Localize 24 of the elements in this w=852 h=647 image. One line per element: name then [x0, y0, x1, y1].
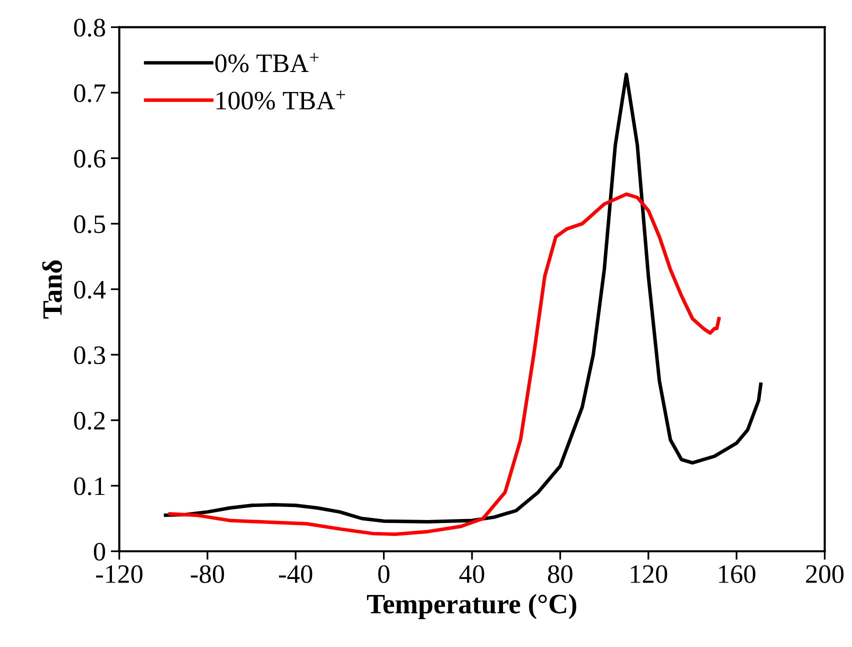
y-tick-label: 0.7 [74, 84, 106, 102]
line-series [168, 192, 721, 536]
legend-label: 0% TBA$^{+}$ [215, 53, 319, 72]
x-tick-label: 40 [459, 565, 484, 584]
x-tick-label: 160 [719, 565, 756, 584]
y-tick-label: 0.3 [74, 346, 106, 364]
x-tick-label: 80 [548, 565, 572, 584]
x-tick-label: -120 [96, 565, 142, 584]
x-tick-label: -40 [279, 565, 312, 584]
y-tick-label: 0.5 [74, 215, 106, 234]
x-tick-label: -80 [190, 565, 224, 584]
line-series [164, 72, 763, 524]
y-tick-label: 0.8 [74, 18, 106, 37]
y-tick-label: 0.4 [74, 280, 106, 299]
y-tick-label: 0.6 [74, 150, 106, 168]
y-axis-title: Tanδ [42, 260, 62, 319]
y-tick-label: 0.1 [74, 477, 104, 496]
x-axis-title: Temperature (°C) [366, 594, 576, 620]
x-tick-label: 200 [806, 565, 844, 584]
legend-label: 100% TBA$^{+}$ [216, 90, 345, 110]
y-tick-label: 0 [94, 542, 106, 561]
x-tick-label: 120 [630, 565, 668, 584]
x-tick-label: 0 [378, 565, 390, 584]
y-tick-label: 0.2 [74, 412, 105, 430]
